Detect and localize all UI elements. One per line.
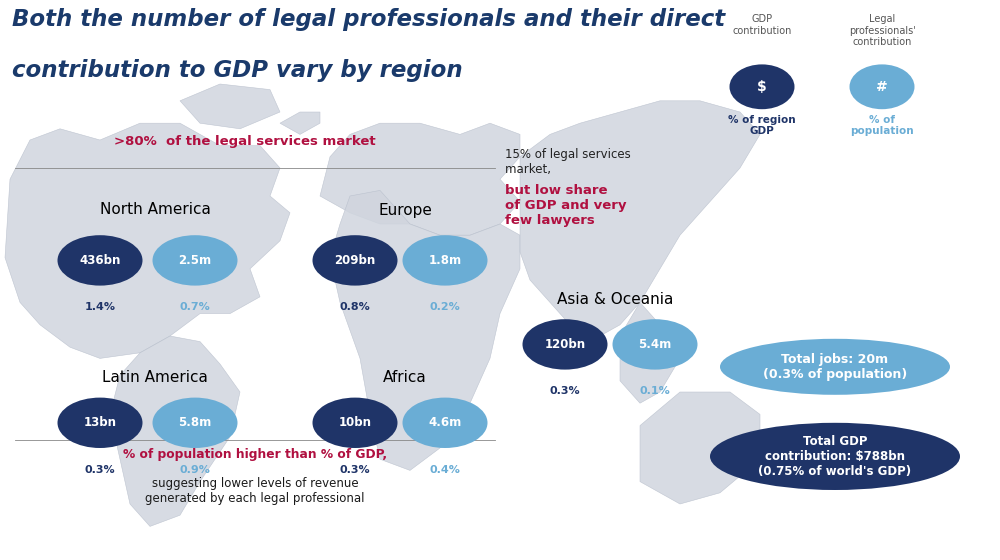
Text: % of population higher than % of GDP,: % of population higher than % of GDP, xyxy=(123,448,387,461)
Text: Latin America: Latin America xyxy=(102,371,208,385)
Text: 0.4%: 0.4% xyxy=(430,465,460,475)
Text: Europe: Europe xyxy=(378,203,432,217)
Ellipse shape xyxy=(850,64,914,109)
Text: 0.1%: 0.1% xyxy=(640,386,670,396)
Text: Africa: Africa xyxy=(383,371,427,385)
Polygon shape xyxy=(110,336,240,526)
Text: Total jobs: 20m
(0.3% of population): Total jobs: 20m (0.3% of population) xyxy=(763,353,907,381)
Polygon shape xyxy=(330,190,520,470)
Polygon shape xyxy=(320,123,520,235)
Text: 0.8%: 0.8% xyxy=(340,302,370,312)
Text: 0.3%: 0.3% xyxy=(85,465,115,475)
Ellipse shape xyxy=(58,235,143,286)
Text: 0.3%: 0.3% xyxy=(340,465,370,475)
Text: 10bn: 10bn xyxy=(338,416,372,430)
Text: North America: North America xyxy=(100,203,210,217)
Ellipse shape xyxy=(152,398,238,448)
Text: % of
population: % of population xyxy=(850,115,914,137)
Text: 0.3%: 0.3% xyxy=(550,386,580,396)
Ellipse shape xyxy=(402,398,488,448)
Text: 0.7%: 0.7% xyxy=(180,302,210,312)
Text: 2.5m: 2.5m xyxy=(178,254,212,267)
Text: 209bn: 209bn xyxy=(334,254,376,267)
Text: 0.9%: 0.9% xyxy=(180,465,210,475)
Polygon shape xyxy=(280,112,320,134)
Text: 5.4m: 5.4m xyxy=(638,338,672,351)
Polygon shape xyxy=(760,448,780,482)
Text: contribution to GDP vary by region: contribution to GDP vary by region xyxy=(12,59,463,82)
Ellipse shape xyxy=(58,398,143,448)
Text: >80%  of the legal services market: >80% of the legal services market xyxy=(114,136,376,148)
Ellipse shape xyxy=(730,64,794,109)
Ellipse shape xyxy=(312,398,398,448)
Text: suggesting lower levels of revenue
generated by each legal professional: suggesting lower levels of revenue gener… xyxy=(145,477,365,505)
Text: GDP
contribution: GDP contribution xyxy=(732,14,792,36)
Text: 13bn: 13bn xyxy=(84,416,116,430)
Text: Both the number of legal professionals and their direct: Both the number of legal professionals a… xyxy=(12,8,725,31)
Polygon shape xyxy=(640,392,760,504)
Text: Asia & Oceania: Asia & Oceania xyxy=(557,292,673,307)
Ellipse shape xyxy=(152,235,238,286)
Text: Total GDP
contribution: $788bn
(0.75% of world's GDP): Total GDP contribution: $788bn (0.75% of… xyxy=(758,435,912,478)
Text: 0.2%: 0.2% xyxy=(430,302,460,312)
Ellipse shape xyxy=(402,235,488,286)
Text: Legal
professionals'
contribution: Legal professionals' contribution xyxy=(849,14,915,47)
Text: 436bn: 436bn xyxy=(79,254,121,267)
Text: 1.4%: 1.4% xyxy=(84,302,116,312)
Polygon shape xyxy=(180,84,280,129)
Text: 120bn: 120bn xyxy=(544,338,586,351)
Text: #: # xyxy=(876,80,888,94)
Text: 5.8m: 5.8m xyxy=(178,416,212,430)
Text: % of region
GDP: % of region GDP xyxy=(728,115,796,137)
Ellipse shape xyxy=(720,339,950,395)
Text: 4.6m: 4.6m xyxy=(428,416,462,430)
Ellipse shape xyxy=(710,423,960,490)
Text: but low share
of GDP and very
few lawyers: but low share of GDP and very few lawyer… xyxy=(505,184,626,227)
Text: 1.8m: 1.8m xyxy=(428,254,462,267)
Ellipse shape xyxy=(312,235,398,286)
Ellipse shape xyxy=(612,319,698,370)
Polygon shape xyxy=(620,302,680,403)
Ellipse shape xyxy=(522,319,608,370)
Text: 15% of legal services
market,: 15% of legal services market, xyxy=(505,148,631,176)
Polygon shape xyxy=(520,101,760,336)
Text: $: $ xyxy=(757,80,767,94)
Polygon shape xyxy=(5,123,290,358)
